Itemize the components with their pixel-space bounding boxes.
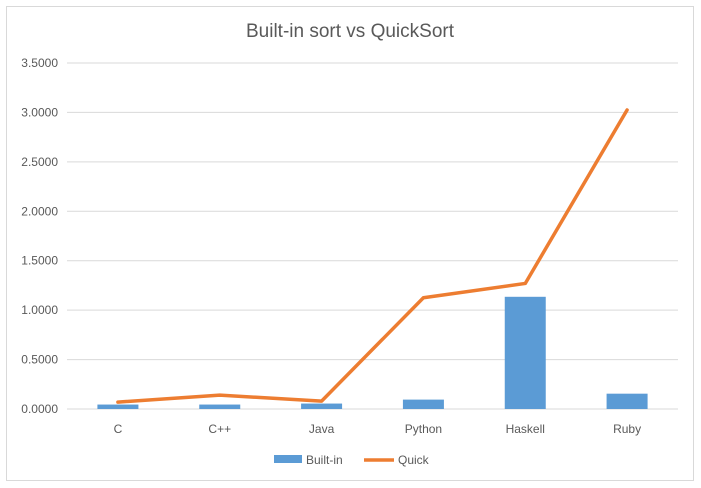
- quick-line-series: [116, 108, 629, 404]
- y-tick-label: 2.5000: [21, 155, 58, 169]
- chart-title: Built-in sort vs QuickSort: [246, 21, 455, 42]
- x-tick-label: Java: [309, 422, 335, 436]
- x-tick-label: C: [114, 422, 123, 436]
- legend-label-built-in: Built-in: [306, 453, 343, 467]
- y-axis-ticks: 0.0000 0.5000 1.0000 1.5000 2.0000 2.5000 3.00…: [21, 56, 58, 416]
- bar-haskell: [504, 296, 546, 409]
- legend-label-quick: Quick: [398, 453, 430, 467]
- quick-line: [116, 108, 629, 404]
- built-in-bars: [97, 296, 648, 409]
- y-tick-label: 2.0000: [21, 204, 58, 218]
- x-tick-label: Python: [405, 422, 442, 436]
- y-tick-label: 1.0000: [21, 303, 58, 317]
- legend: Built-in Quick: [274, 453, 430, 467]
- y-tick-label: 0.0000: [21, 402, 58, 416]
- bar-ruby: [606, 393, 648, 409]
- y-tick-label: 3.5000: [21, 56, 58, 70]
- x-tick-label: Haskell: [506, 422, 545, 436]
- y-tick-label: 1.5000: [21, 254, 58, 268]
- bar-c: [97, 404, 139, 409]
- legend-swatch-built-in: [274, 455, 302, 463]
- bar-python: [402, 399, 444, 409]
- bar-java: [301, 403, 343, 409]
- x-tick-label: Ruby: [613, 422, 641, 436]
- y-tick-label: 3.0000: [21, 105, 58, 119]
- grid-lines: [67, 62, 678, 410]
- x-axis-ticks: C C++ Java Python Haskell Ruby: [114, 422, 642, 436]
- y-tick-label: 0.5000: [21, 353, 58, 367]
- x-tick-label: C++: [208, 422, 231, 436]
- bar-cpp: [199, 404, 241, 409]
